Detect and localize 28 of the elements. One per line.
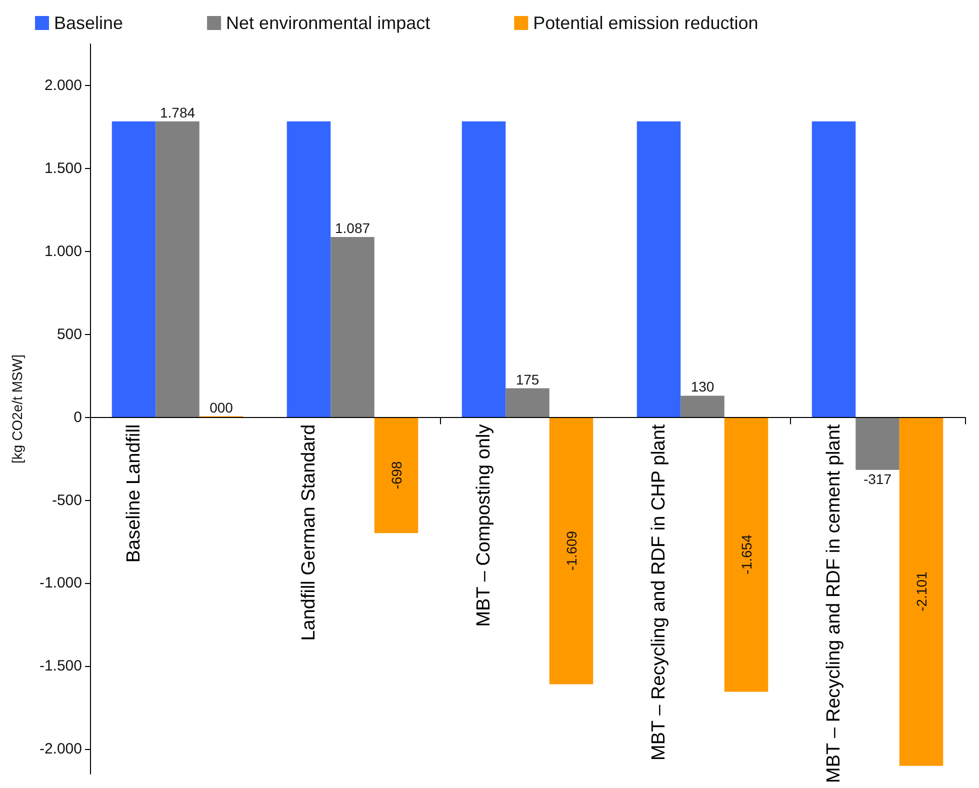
legend-label: Net environmental impact [226, 13, 430, 33]
data-label: -317 [863, 470, 892, 487]
x-tick-label: Baseline Landfill [123, 424, 144, 563]
legend-label: Baseline [54, 13, 124, 33]
x-tick-label: Landfill German Standard [298, 424, 320, 641]
y-tick-label: -1.000 [39, 574, 82, 592]
data-label: 175 [516, 371, 540, 388]
data-label: 000 [210, 399, 234, 416]
data-label: -698 [388, 460, 404, 490]
y-tick-label: 500 [56, 326, 82, 343]
data-label: -1.654 [738, 534, 754, 574]
data-label: 1.784 [160, 104, 196, 120]
y-tick-label: -1.500 [39, 658, 82, 675]
data-label: -1.609 [563, 530, 580, 571]
x-tick-label: MBT – Composting only [473, 424, 494, 627]
data-label: 130 [690, 378, 714, 395]
y-tick-label: -2.000 [39, 740, 82, 758]
data-label: -2.101 [913, 572, 930, 612]
y-tick-label: 0 [74, 408, 82, 426]
x-tick-label: MBT – Recycling and RDF in cement plant [823, 424, 844, 783]
y-tick-label: 1.000 [44, 242, 82, 260]
legend-label: Potential emission reduction [533, 13, 758, 33]
x-tick-label: MBT – Recycling and RDF in CHP plant [648, 424, 670, 760]
y-axis-title: [kg CO2e/t MSW] [9, 354, 25, 464]
data-label: 1.087 [334, 220, 370, 236]
y-tick-label: 2.000 [44, 76, 82, 94]
y-tick-label: 1.500 [44, 160, 82, 177]
y-tick-label: -500 [52, 492, 82, 509]
